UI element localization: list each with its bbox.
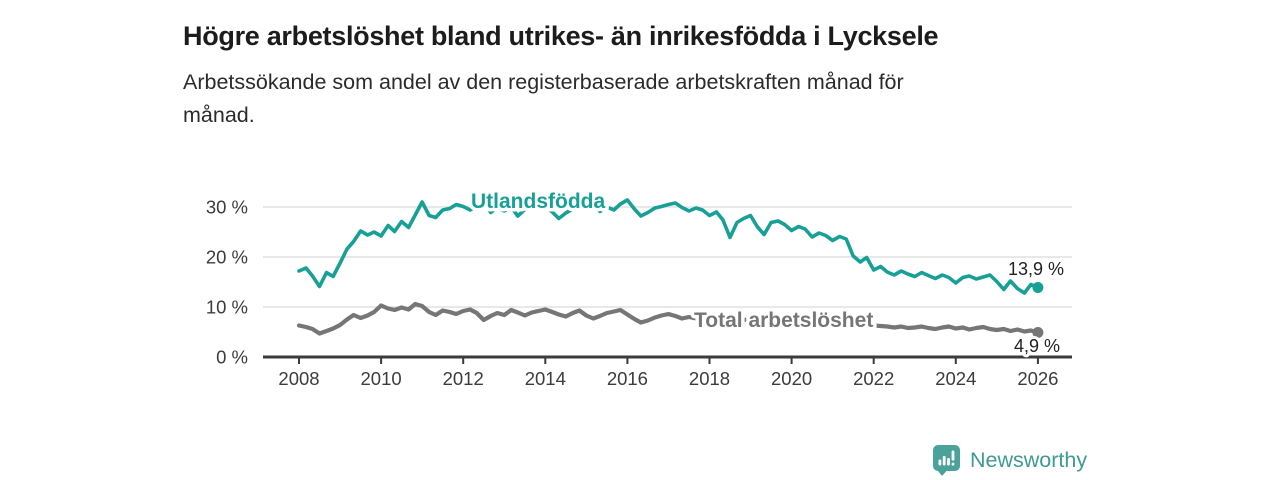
x-axis-label: 2014 [525, 368, 566, 389]
value-label-utlandsfodda: 13,9 % [1008, 259, 1064, 279]
y-axis-label: 10 % [206, 297, 248, 318]
series-end-dot-total [1032, 327, 1044, 338]
x-axis-ticks [298, 357, 1039, 364]
newsworthy-wordmark: Newsworthy [970, 448, 1088, 472]
page-title: Högre arbetslöshet bland utrikes- än inr… [183, 21, 939, 52]
y-axis-label: 20 % [206, 247, 248, 268]
x-axis-label: 2016 [607, 368, 648, 389]
newsworthy-bubble-icon [933, 445, 960, 476]
series-label-utlandsfodda: Utlandsfödda [471, 190, 605, 213]
series-line-utlandsfodda [297, 198, 1040, 295]
x-axis-label: 2022 [853, 368, 894, 389]
x-axis-label: 2018 [689, 368, 730, 389]
x-axis-label: 2008 [278, 368, 319, 389]
y-axis-label: 0 % [216, 347, 248, 368]
gridlines [263, 206, 1072, 308]
y-axis-labels: 0 % 10 % 20 % 30 % [206, 197, 248, 368]
series-end-dot-utlandsfodda [1032, 282, 1044, 293]
subtitle-line-1: Arbetssökande som andel av den registerb… [183, 70, 904, 94]
x-axis-label: 2012 [443, 368, 484, 389]
x-axis-label: 2026 [1017, 368, 1058, 389]
value-label-total: 4,9 % [1014, 336, 1060, 356]
series-line-total-arbetsloshet [296, 301, 1041, 336]
x-axis-label: 2024 [935, 368, 976, 389]
x-axis-label: 2020 [771, 368, 812, 389]
newsworthy-logo: Newsworthy [933, 445, 1087, 476]
series-label-total-arbetsloshet: Total arbetslöshet [694, 309, 873, 332]
chart-subtitle: Arbetssökande som andel av den registerb… [183, 66, 904, 132]
subtitle-line-2: månad. [183, 103, 255, 127]
y-axis-label: 30 % [206, 197, 248, 218]
x-axis-label: 2010 [361, 368, 402, 389]
x-axis-labels: 2008 2010 2012 2014 2016 2018 2020 2022 2024 2026 [278, 368, 1058, 389]
